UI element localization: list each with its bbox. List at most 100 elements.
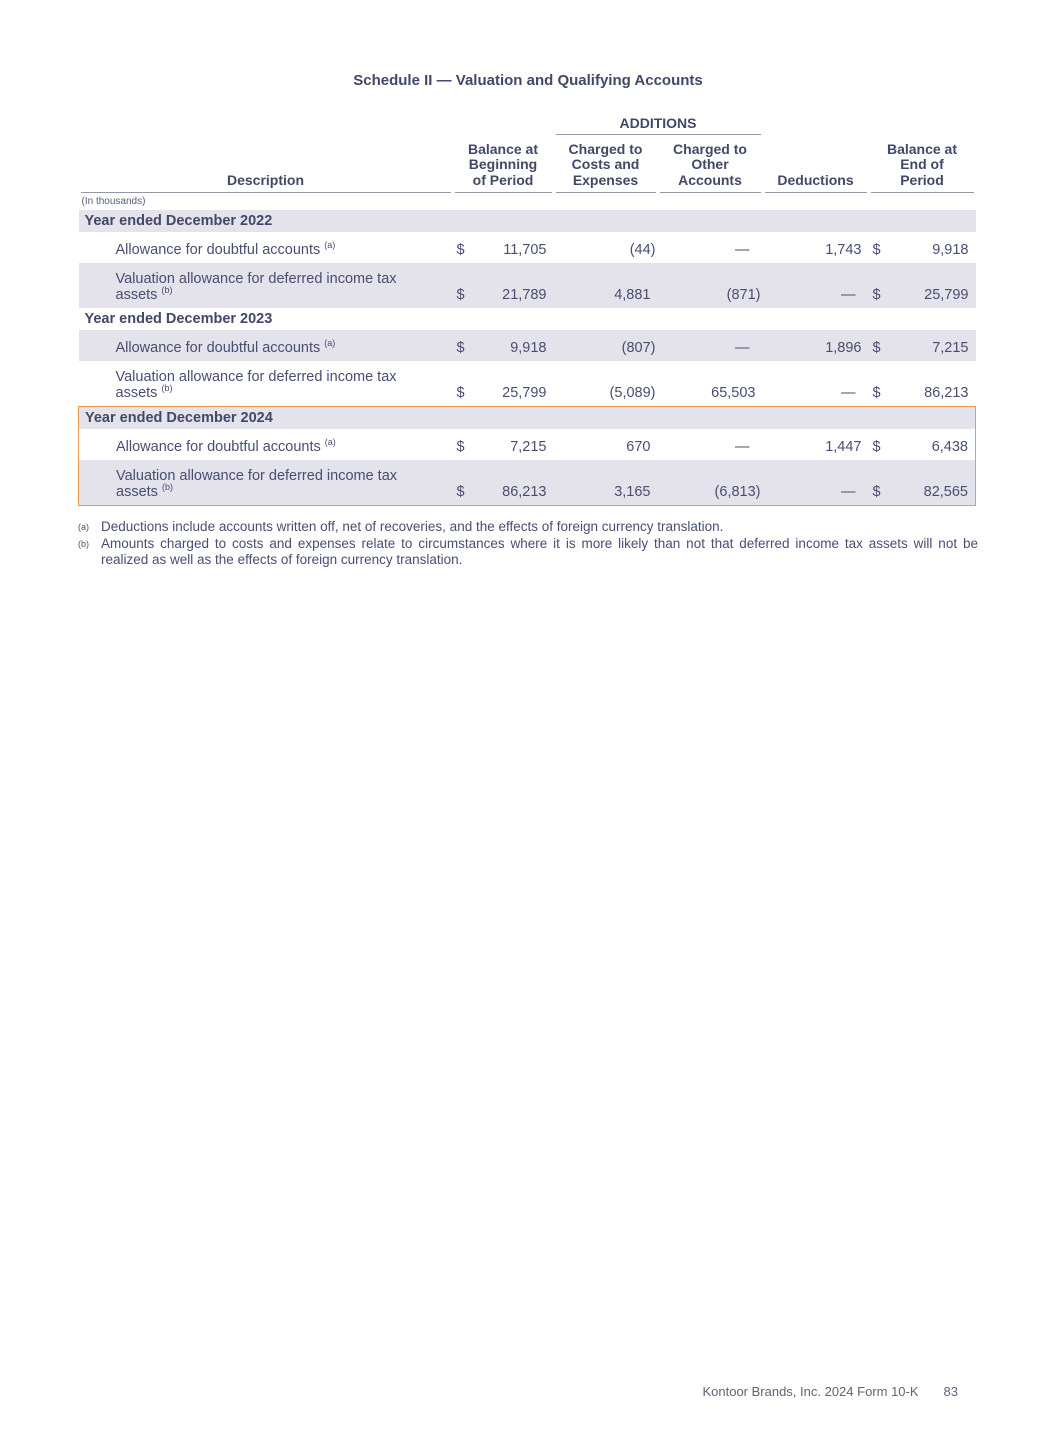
- footnote-ref: (b): [161, 383, 173, 394]
- header-charged-costs: Charged to Costs and Expenses: [568, 140, 643, 188]
- cell-currency-ending: $: [872, 340, 881, 356]
- cell-currency-ending: $: [868, 460, 895, 506]
- cell-ending-balance: 9,918: [932, 242, 969, 258]
- cell-beginning-balance: 25,799: [502, 385, 547, 401]
- footer-company-form: Kontoor Brands, Inc. 2024 Form 10-K: [702, 1384, 919, 1399]
- cell-deductions: —: [762, 460, 869, 506]
- cell-description: Valuation allowance for deferred income …: [79, 361, 453, 407]
- footnote-ref: (b): [161, 285, 173, 296]
- header-description: Description: [226, 171, 304, 188]
- cell-charged-other: (871): [726, 287, 761, 303]
- in-thousands-row: (In thousands): [79, 193, 976, 210]
- cell-currency-ending: $: [872, 242, 881, 258]
- footnote-a-text: Deductions include accounts written off,…: [101, 519, 724, 534]
- cell-charged-other: —: [735, 242, 750, 258]
- row-description: Valuation allowance for deferred income …: [116, 468, 398, 500]
- section-row-2024-highlighted: Year ended December 2024: [78, 406, 976, 429]
- cell-deductions: 1,743: [825, 242, 862, 258]
- column-header-row: Description Balance at Beginning of Peri…: [79, 135, 976, 193]
- spacer-cell: [79, 111, 453, 135]
- spacer-cell: [869, 111, 976, 135]
- footnote-ref: (a): [324, 437, 336, 448]
- row-allowance-2024: Allowance for doubtful accounts (a) $ 7,…: [78, 429, 976, 460]
- cell-currency-beginning: $: [456, 385, 465, 401]
- cell-description: Valuation allowance for deferred income …: [79, 263, 453, 308]
- row-description: Allowance for doubtful accounts: [115, 242, 321, 258]
- footnote-ref: (a): [324, 338, 336, 349]
- header-balance-beginning: Balance at Beginning of Period: [467, 140, 539, 188]
- cell-charged-other: (6,813): [657, 460, 763, 506]
- cell-beginning-balance: 11,705: [503, 242, 547, 258]
- cell-currency-beginning: $: [456, 287, 465, 303]
- cell-deductions: —: [841, 287, 856, 303]
- row-description: Allowance for doubtful accounts: [115, 340, 321, 356]
- cell-currency-beginning: $: [452, 460, 479, 506]
- cell-description: Allowance for doubtful accounts (a): [78, 429, 453, 460]
- cell-deductions: —: [841, 385, 856, 401]
- cell-currency-beginning: $: [456, 242, 465, 258]
- cell-currency-ending: $: [872, 439, 881, 455]
- cell-description: Valuation allowance for deferred income …: [78, 460, 453, 506]
- cell-beginning-balance: 21,789: [502, 287, 547, 303]
- section-label-2022: Year ended December 2022: [84, 213, 273, 229]
- cell-currency-ending: $: [872, 385, 881, 401]
- cell-description: Allowance for doubtful accounts (a): [79, 232, 453, 263]
- additions-group-cell: ADDITIONS: [554, 111, 763, 135]
- footnote-ref: (b): [161, 482, 173, 493]
- header-charged-other: Charged to Other Accounts: [673, 140, 747, 188]
- row-valuation-2023: Valuation allowance for deferred income …: [79, 361, 976, 407]
- footnote-a-marker: (a): [78, 522, 89, 532]
- row-description: Allowance for doubtful accounts: [116, 439, 321, 455]
- row-description: Valuation allowance for deferred income …: [115, 271, 397, 303]
- cell-charged-other: 65,503: [711, 385, 756, 401]
- footnote-a: (a) Deductions include accounts written …: [78, 519, 978, 536]
- cell-deductions: 1,447: [825, 439, 862, 455]
- additions-group-label: ADDITIONS: [555, 115, 761, 135]
- in-thousands-note: (In thousands): [81, 196, 146, 207]
- valuation-and-qualifying-accounts-table: ADDITIONS Description Balance at Beginni…: [78, 111, 976, 506]
- cell-charged-costs: 3,165: [553, 460, 658, 506]
- spacer-cell: [763, 111, 869, 135]
- row-allowance-2023: Allowance for doubtful accounts (a) $ 9,…: [78, 330, 976, 361]
- cell-currency-ending: $: [872, 287, 881, 303]
- cell-beginning-balance: 7,215: [510, 439, 547, 455]
- cell-charged-costs: 670: [626, 439, 651, 455]
- cell-charged-costs: 4,881: [614, 287, 651, 303]
- header-description-cell: Description: [79, 135, 453, 193]
- cell-currency-beginning: $: [456, 439, 465, 455]
- footer-page-number: 83: [943, 1384, 958, 1399]
- cell-currency-beginning: $: [456, 340, 465, 356]
- section-row-2023: Year ended December 2023: [79, 308, 976, 330]
- footnote-ref: (a): [324, 240, 336, 251]
- header-charged-other-cell: Charged to Other Accounts: [658, 135, 763, 193]
- cell-beginning-balance: 86,213: [478, 460, 554, 506]
- section-label-2024: Year ended December 2024: [78, 406, 976, 429]
- additions-header-row: ADDITIONS: [79, 111, 976, 135]
- header-deductions: Deductions: [777, 171, 854, 188]
- cell-description: Allowance for doubtful accounts (a): [79, 330, 453, 361]
- cell-ending-balance: 6,438: [894, 429, 976, 460]
- footnote-b-text: Amounts charged to costs and expenses re…: [101, 535, 978, 568]
- page-footer: Kontoor Brands, Inc. 2024 Form 10-K 83: [702, 1384, 958, 1399]
- cell-charged-costs: (44): [629, 242, 656, 258]
- cell-ending-balance: 25,799: [924, 287, 969, 303]
- header-beginning-cell: Balance at Beginning of Period: [453, 135, 554, 193]
- section-label-2023: Year ended December 2023: [84, 311, 273, 327]
- cell-charged-costs: (807): [621, 340, 656, 356]
- cell-charged-costs: (5,089): [609, 385, 656, 401]
- spacer-cell: [453, 111, 554, 135]
- cell-beginning-balance: 9,918: [510, 340, 547, 356]
- cell-ending-balance: 86,213: [924, 385, 969, 401]
- row-valuation-2022: Valuation allowance for deferred income …: [78, 263, 976, 308]
- row-valuation-2024: Valuation allowance for deferred income …: [78, 460, 976, 506]
- footnote-b: (b) Amounts charged to costs and expense…: [78, 536, 978, 569]
- header-ending-cell: Balance at End of Period: [869, 135, 976, 193]
- footnote-b-marker: (b): [78, 538, 89, 549]
- cell-charged-other: —: [735, 439, 750, 455]
- row-allowance-2022: Allowance for doubtful accounts (a) $ 11…: [79, 232, 976, 263]
- row-description: Valuation allowance for deferred income …: [115, 369, 397, 401]
- section-row-2022: Year ended December 2022: [78, 210, 976, 232]
- header-deductions-cell: Deductions: [763, 135, 869, 193]
- header-charged-costs-cell: Charged to Costs and Expenses: [554, 135, 658, 193]
- header-balance-ending: Balance at End of Period: [886, 140, 958, 188]
